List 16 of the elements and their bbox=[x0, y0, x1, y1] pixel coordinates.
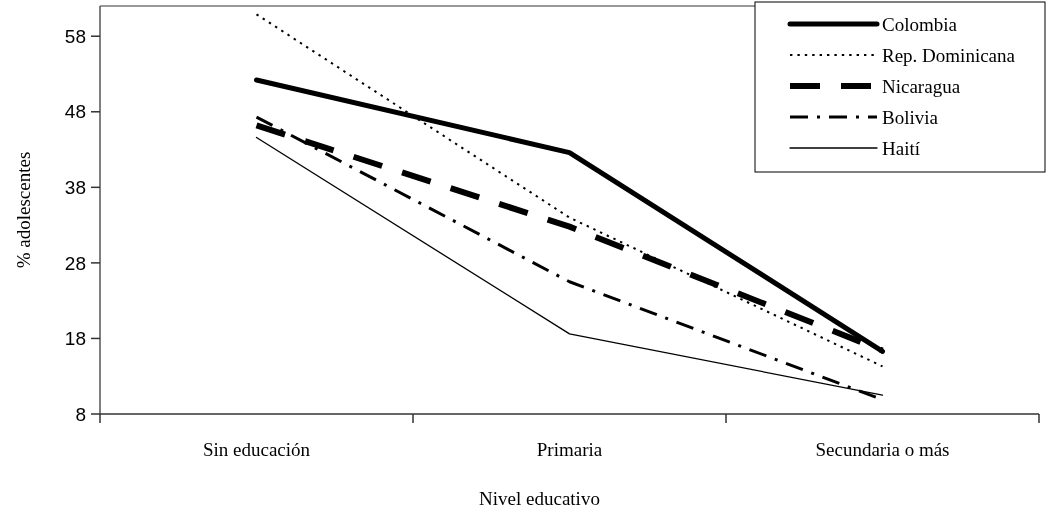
x-tick-label: Secundaria o más bbox=[815, 439, 950, 460]
legend-label: Rep. Dominicana bbox=[882, 44, 1016, 66]
legend-label: Haití bbox=[882, 137, 921, 159]
y-tick-label: 48 bbox=[64, 101, 86, 123]
y-tick-label: 18 bbox=[64, 328, 86, 350]
y-tick-label: 58 bbox=[64, 25, 86, 47]
y-tick-label: 38 bbox=[64, 176, 86, 198]
x-tick-label: Primaria bbox=[536, 439, 603, 460]
y-axis-title: % adolescentes bbox=[13, 151, 34, 269]
legend-label: Colombia bbox=[882, 13, 958, 35]
legend-label: Bolivia bbox=[882, 106, 939, 128]
y-tick-label: 28 bbox=[64, 252, 86, 274]
x-tick-label: Sin educación bbox=[202, 439, 311, 460]
x-axis-title: Nivel educativo bbox=[479, 488, 600, 509]
y-tick-label: 8 bbox=[75, 403, 86, 425]
legend-label: Nicaragua bbox=[882, 75, 961, 97]
